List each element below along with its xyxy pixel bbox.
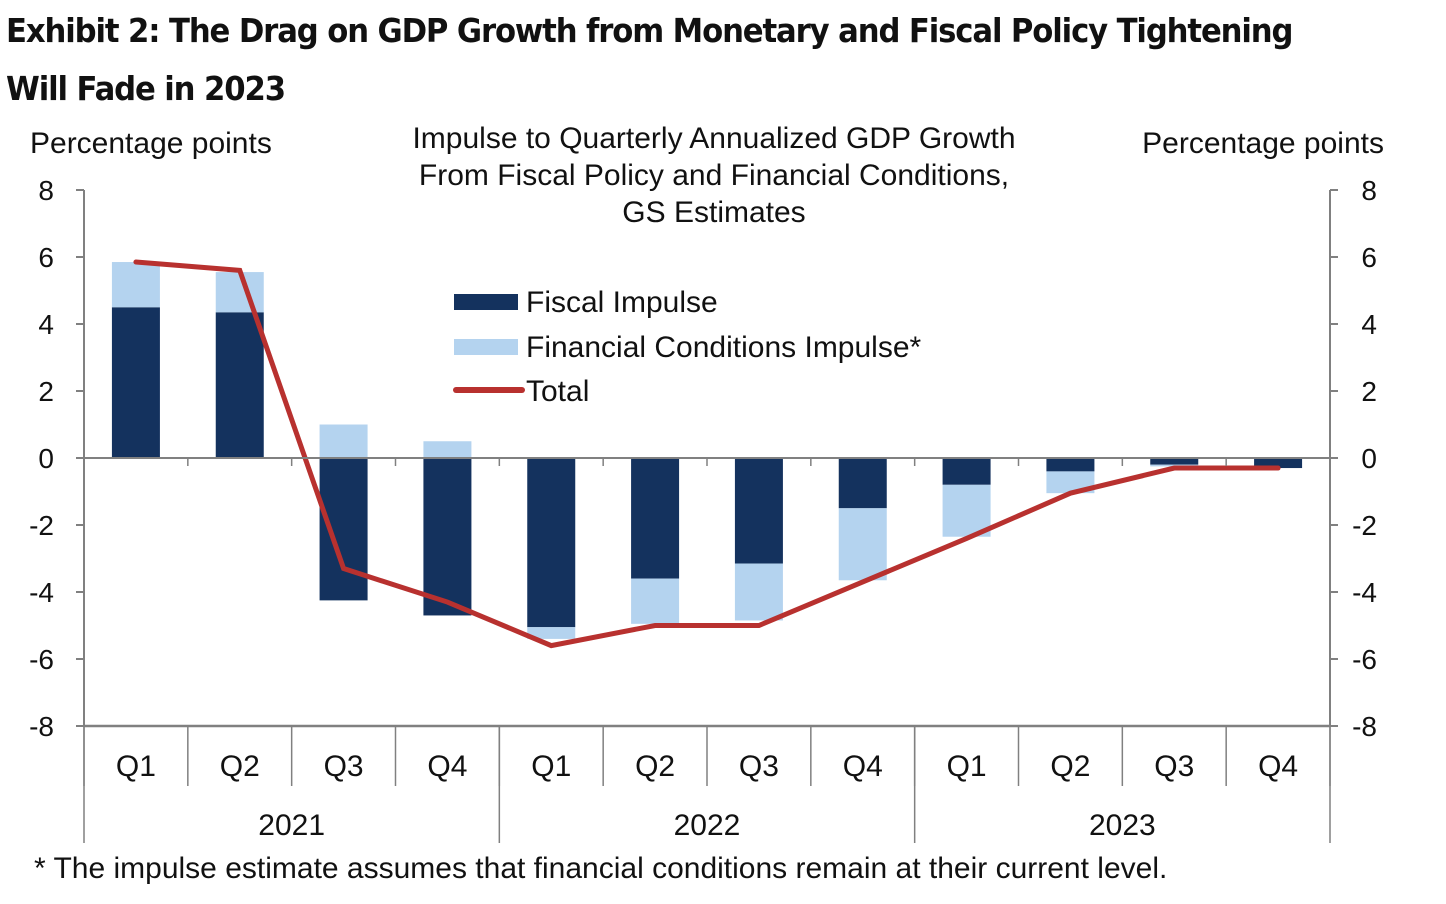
x-tick-label: Q2: [1050, 750, 1090, 783]
bar-financial-4: [527, 627, 576, 639]
bar-fiscal-4: [527, 458, 576, 628]
chart-title-line-3: GS Estimates: [622, 196, 805, 229]
y-tick-label-right: 2: [1361, 376, 1377, 407]
y-axis-label-left: Percentage points: [30, 127, 272, 160]
bar-financial-6: [734, 563, 783, 621]
legend-label-fiscal: Fiscal Impulse: [526, 286, 718, 319]
legend: Fiscal Impulse Financial Conditions Impu…: [453, 286, 922, 408]
y-tick-label-left: -6: [29, 644, 54, 675]
bar-financial-2: [319, 424, 368, 458]
year-label-2021: 2021: [258, 809, 325, 842]
x-tick-label: Q1: [531, 750, 571, 783]
x-tick-label: Q2: [635, 750, 675, 783]
y-tick-label-left: -8: [29, 711, 54, 742]
y-tick-label-right: 0: [1361, 443, 1377, 474]
bar-financial-0: [111, 262, 160, 308]
x-tick-label: Q2: [220, 750, 260, 783]
year-label-2022: 2022: [674, 809, 741, 842]
x-tick-label: Q3: [739, 750, 779, 783]
y-tick-label-right: -8: [1352, 711, 1377, 742]
x-tick-label: Q1: [947, 750, 987, 783]
y-tick-label-right: -2: [1352, 510, 1377, 541]
x-tick-label: Q3: [324, 750, 364, 783]
bar-financial-10: [1150, 464, 1199, 467]
bar-fiscal-2: [319, 458, 368, 601]
bar-fiscal-0: [111, 307, 160, 458]
legend-label-financial: Financial Conditions Impulse*: [526, 331, 922, 364]
bar-financial-1: [215, 272, 264, 313]
y-tick-label-left: -2: [29, 510, 54, 541]
y-tick-label-left: 8: [38, 175, 54, 206]
legend-swatch-financial: [454, 339, 518, 355]
year-label-2023: 2023: [1089, 809, 1156, 842]
bar-fiscal-5: [631, 458, 680, 579]
y-tick-label-left: 4: [38, 309, 54, 340]
y-tick-label-right: 8: [1361, 175, 1377, 206]
total-line: [133, 259, 1281, 649]
y-tick-label-left: 0: [38, 443, 54, 474]
y-axis-label-right: Percentage points: [1142, 127, 1384, 160]
bar-fiscal-10: [1150, 458, 1199, 465]
footnote: * The impulse estimate assumes that fina…: [34, 852, 1167, 885]
x-tick-label: Q1: [116, 750, 156, 783]
y-tick-label-left: 2: [38, 376, 54, 407]
y-tick-label-left: 6: [38, 242, 54, 273]
chart-title-line-1: Impulse to Quarterly Annualized GDP Grow…: [412, 122, 1015, 155]
exhibit-title: Exhibit 2: The Drag on GDP Growth from M…: [6, 11, 1294, 108]
bar-fiscal-11: [1254, 458, 1303, 469]
bar-fiscal-8: [942, 458, 991, 485]
bar-fiscal-6: [734, 458, 783, 564]
x-tick-label: Q4: [843, 750, 883, 783]
legend-label-total: Total: [526, 375, 589, 408]
bar-financial-7: [838, 508, 887, 581]
x-tick-label: Q4: [427, 750, 467, 783]
bar-financial-5: [631, 578, 680, 624]
bar-fiscal-9: [1046, 458, 1095, 472]
x-tick-label: Q4: [1258, 750, 1298, 783]
bar-fiscal-7: [838, 458, 887, 509]
chart-title-line-2: From Fiscal Policy and Financial Conditi…: [419, 159, 1009, 192]
bar-financial-3: [423, 441, 472, 458]
y-tick-label-left: -4: [29, 577, 54, 608]
bar-fiscal-1: [215, 312, 264, 458]
bar-fiscal-3: [423, 458, 472, 616]
x-tick-label: Q3: [1154, 750, 1194, 783]
y-tick-label-right: -4: [1352, 577, 1377, 608]
y-tick-label-right: 6: [1361, 242, 1377, 273]
y-tick-label-right: 4: [1361, 309, 1377, 340]
bar-financial-8: [942, 484, 991, 537]
legend-swatch-fiscal: [454, 294, 518, 310]
y-tick-label-right: -6: [1352, 644, 1377, 675]
